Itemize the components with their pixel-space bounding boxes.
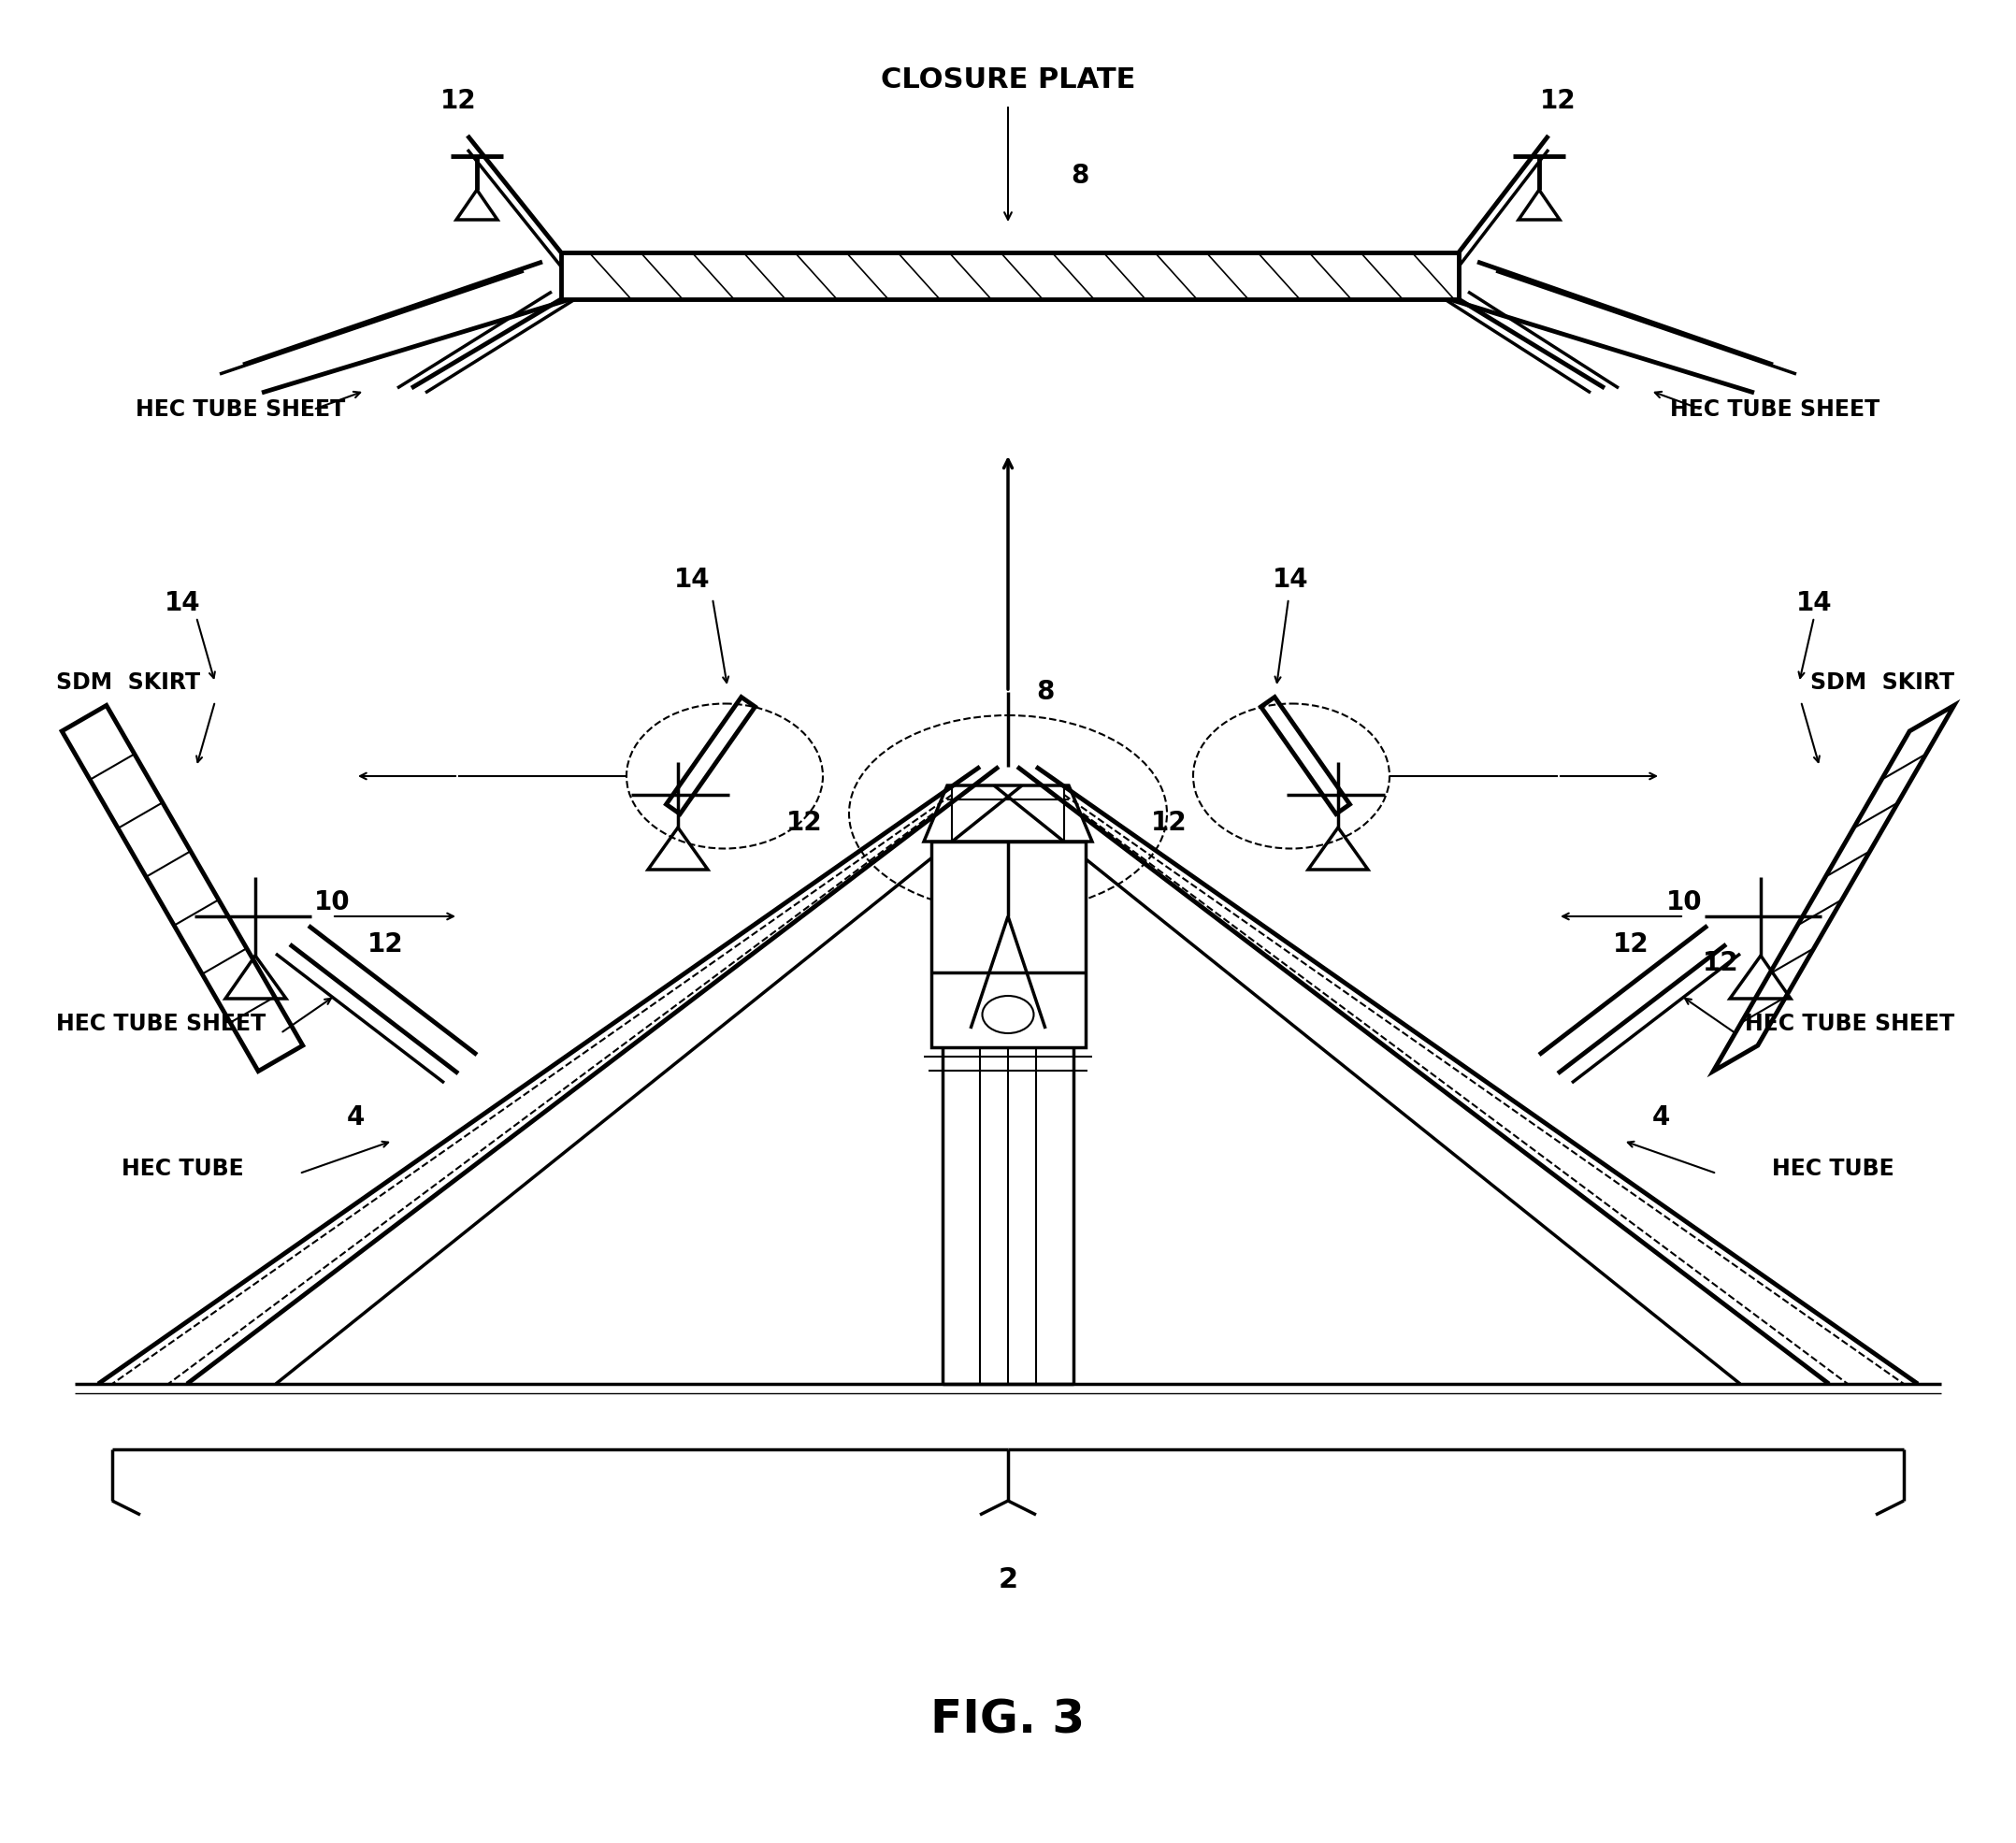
- Text: 14: 14: [1796, 590, 1833, 616]
- Text: HEC TUBE SHEET: HEC TUBE SHEET: [56, 1012, 266, 1036]
- Text: HEC TUBE SHEET: HEC TUBE SHEET: [1744, 1012, 1954, 1036]
- Text: 12: 12: [439, 88, 476, 114]
- Text: 2: 2: [998, 1567, 1018, 1594]
- Text: HEC TUBE SHEET: HEC TUBE SHEET: [135, 398, 345, 420]
- Text: 12: 12: [367, 931, 403, 958]
- Text: HEC TUBE SHEET: HEC TUBE SHEET: [1669, 398, 1879, 420]
- Text: 12: 12: [1702, 949, 1738, 977]
- Text: SDM  SKIRT: SDM SKIRT: [56, 671, 200, 693]
- Text: 12: 12: [1613, 931, 1649, 958]
- Text: 10: 10: [1665, 888, 1702, 916]
- Text: 12: 12: [786, 809, 823, 837]
- Text: 14: 14: [1272, 566, 1308, 593]
- Text: HEC TUBE: HEC TUBE: [121, 1157, 244, 1180]
- Text: 4: 4: [347, 1104, 365, 1130]
- Text: 12: 12: [1151, 809, 1187, 837]
- Text: 12: 12: [1540, 88, 1577, 114]
- Bar: [560, 252, 1460, 299]
- Text: SDM  SKIRT: SDM SKIRT: [1810, 671, 1954, 693]
- Text: 10: 10: [314, 888, 351, 916]
- Text: FIG. 3: FIG. 3: [931, 1697, 1085, 1743]
- Text: 4: 4: [1651, 1104, 1669, 1130]
- Text: 14: 14: [163, 590, 200, 616]
- Text: 14: 14: [673, 566, 710, 593]
- Text: 8: 8: [1070, 162, 1089, 188]
- Text: HEC TUBE: HEC TUBE: [1772, 1157, 1895, 1180]
- Text: 8: 8: [1036, 678, 1054, 706]
- Bar: [931, 842, 1085, 1047]
- Text: CLOSURE PLATE: CLOSURE PLATE: [881, 66, 1135, 92]
